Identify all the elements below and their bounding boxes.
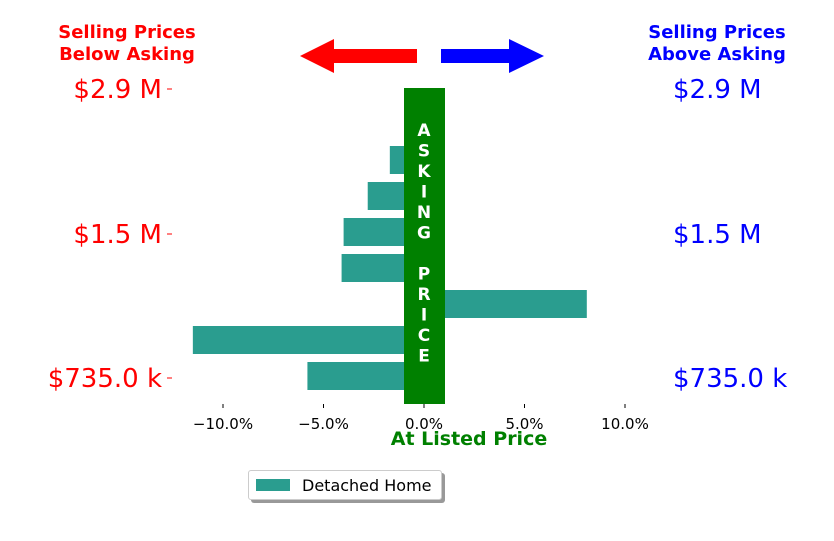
below-asking-arrow	[300, 39, 417, 73]
asking-letter: C	[418, 326, 430, 346]
right-title-line2: Above Asking	[648, 44, 786, 65]
asking-letter: E	[418, 347, 430, 367]
y-tick-label-left: $1.5 M	[73, 220, 162, 250]
asking-letter: I	[421, 183, 427, 203]
x-tick-label: 10.0%	[601, 415, 649, 433]
x-tick-label: −10.0%	[193, 415, 253, 433]
asking-letter: G	[417, 224, 431, 244]
x-axis: −10.0% −5.0% 0.0% 5.0% 10.0%	[193, 404, 649, 433]
y-tick-label-right: $2.9 M	[673, 75, 762, 105]
asking-letter: I	[421, 306, 427, 326]
x-axis-label: At Listed Price	[391, 428, 547, 450]
bar	[192, 326, 424, 354]
asking-letter: P	[418, 265, 430, 285]
bar	[424, 290, 587, 318]
asking-letter: S	[418, 142, 430, 162]
legend-label: Detached Home	[302, 475, 432, 495]
y-tick-label-left: $2.9 M	[73, 75, 162, 105]
x-tick-label: 5.0%	[505, 415, 543, 433]
left-title-line2: Below Asking	[59, 44, 195, 65]
asking-letter: R	[417, 285, 430, 305]
asking-letter: K	[417, 162, 431, 182]
y-tick-label-left: $735.0 k	[48, 364, 162, 394]
y-axis-left: $735.0 k $1.5 M $2.9 M	[48, 75, 172, 394]
legend: Detached Home	[248, 470, 442, 500]
legend-swatch	[256, 479, 290, 491]
above-asking-arrow	[441, 39, 544, 73]
x-tick-label: 0.0%	[405, 415, 443, 433]
y-tick-label-right: $735.0 k	[673, 364, 787, 394]
right-title-line1: Selling Prices	[648, 22, 785, 43]
x-tick-label: −5.0%	[298, 415, 349, 433]
bars-group	[192, 146, 587, 390]
left-title-line1: Selling Prices	[58, 22, 195, 43]
asking-letter: A	[417, 121, 431, 141]
y-axis-right: $735.0 k $1.5 M $2.9 M	[673, 75, 787, 394]
asking-letter: N	[417, 203, 431, 223]
asking-band-rect	[404, 88, 445, 404]
y-tick-label-right: $1.5 M	[673, 220, 762, 250]
